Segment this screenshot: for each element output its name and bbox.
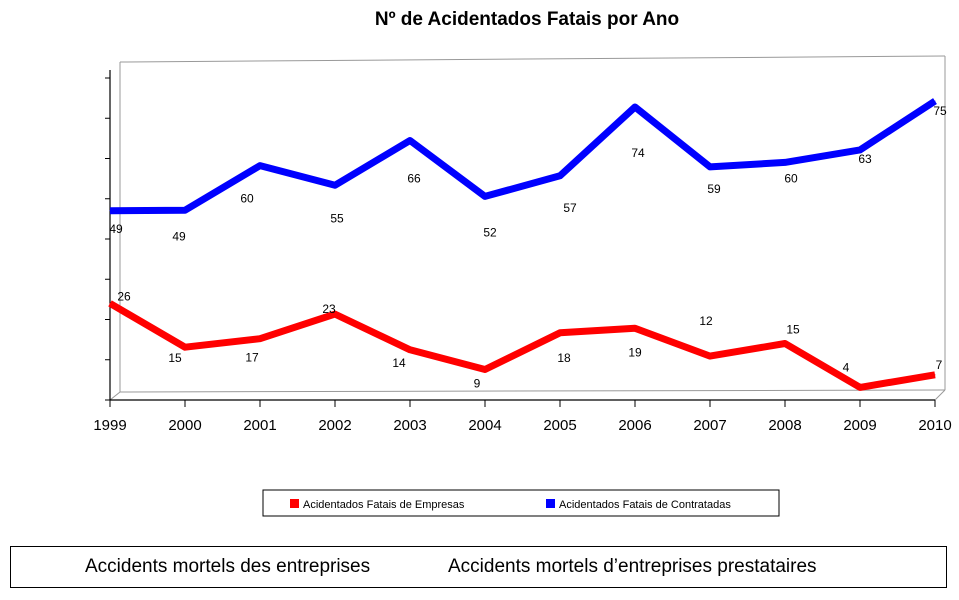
x-tick-label: 2006 [618, 417, 651, 434]
x-tick-label: 1999 [93, 417, 126, 434]
line-chart: Nº de Acidentados Fatais por Ano 1999 200… [93, 9, 952, 517]
data-label: 52 [483, 225, 497, 239]
series-line-2 [109, 98, 937, 215]
data-label: 49 [109, 222, 123, 236]
x-tick-label: 2001 [243, 417, 276, 434]
data-label: 17 [245, 351, 259, 365]
data-label: 66 [407, 172, 421, 186]
data-label: 49 [172, 229, 186, 243]
data-label: 12 [699, 314, 713, 328]
back-wall-top [119, 55, 946, 63]
data-point [259, 165, 261, 167]
x-tick-label: 2005 [543, 417, 576, 434]
data-point [784, 343, 786, 345]
data-labels: 26 15 17 23 14 9 18 19 12 15 4 7 49 49 60 55 66 52 57 74 59 6… [109, 104, 947, 390]
legend-box [262, 489, 780, 517]
data-label: 74 [631, 146, 645, 160]
data-point [634, 106, 636, 108]
data-point [559, 175, 561, 177]
data-label: 9 [474, 377, 481, 391]
data-label: 14 [392, 356, 406, 370]
data-point [334, 184, 336, 186]
data-label: 63 [858, 152, 872, 166]
data-label: 75 [933, 104, 947, 118]
data-point [709, 355, 711, 357]
data-point [859, 149, 861, 151]
data-point [484, 195, 486, 197]
data-point [634, 327, 636, 329]
data-point [184, 209, 186, 211]
legend: Acidentados Fatais de Empresas Acidentado… [262, 489, 780, 517]
data-point [409, 349, 411, 351]
floor-back-edge [119, 389, 946, 393]
data-label: 15 [168, 351, 182, 365]
data-point [109, 302, 111, 304]
plot-frame [109, 55, 946, 401]
data-label: 15 [786, 323, 800, 337]
x-tick-label: 2002 [318, 417, 351, 434]
data-point [184, 346, 186, 348]
x-tick-label: 2004 [468, 417, 501, 434]
x-tick-label: 2010 [918, 417, 951, 434]
x-axis: 1999 2000 2001 2002 2003 2004 2005 2006 2007 2008… [93, 399, 952, 434]
data-point [409, 140, 411, 142]
data-label: 60 [784, 171, 798, 185]
caption-contractors: Accidents mortels d’entreprises prestata… [448, 556, 817, 577]
series-line-1 [108, 300, 936, 391]
x-tick-label: 2008 [768, 417, 801, 434]
legend-swatch [546, 499, 555, 508]
x-tick-label: 2000 [168, 417, 201, 434]
data-point [559, 332, 561, 334]
data-point [334, 313, 336, 315]
legend-label: Acidentados Fatais de Empresas [303, 499, 465, 511]
data-point [934, 100, 936, 102]
y-axis [105, 70, 111, 401]
series-layer [108, 98, 937, 391]
data-point [709, 166, 711, 168]
data-label: 18 [557, 351, 571, 365]
legend-swatch [290, 499, 299, 508]
floor-right-edge [934, 389, 946, 401]
x-tick-label: 2009 [843, 417, 876, 434]
data-point [484, 369, 486, 371]
legend-label: Acidentados Fatais de Contratadas [559, 499, 731, 511]
data-point [259, 338, 261, 340]
data-point [934, 374, 936, 376]
chart-title: Nº de Acidentados Fatais por Ano [375, 9, 679, 30]
data-label: 4 [843, 360, 850, 374]
data-label: 55 [330, 211, 344, 225]
data-label: 26 [117, 289, 131, 303]
x-tick-label: 2003 [393, 417, 426, 434]
data-label: 23 [322, 302, 336, 316]
x-tick-label: 2007 [693, 417, 726, 434]
caption-companies: Accidents mortels des entreprises [85, 556, 371, 577]
data-point [109, 210, 111, 212]
data-point [859, 386, 861, 388]
caption-box: Accidents mortels des entreprises Accide… [10, 546, 947, 588]
data-label: 59 [707, 182, 721, 196]
data-point [784, 161, 786, 163]
data-label: 60 [240, 192, 254, 206]
data-label: 57 [563, 201, 577, 215]
data-label: 19 [628, 345, 642, 359]
data-label: 7 [936, 358, 943, 372]
